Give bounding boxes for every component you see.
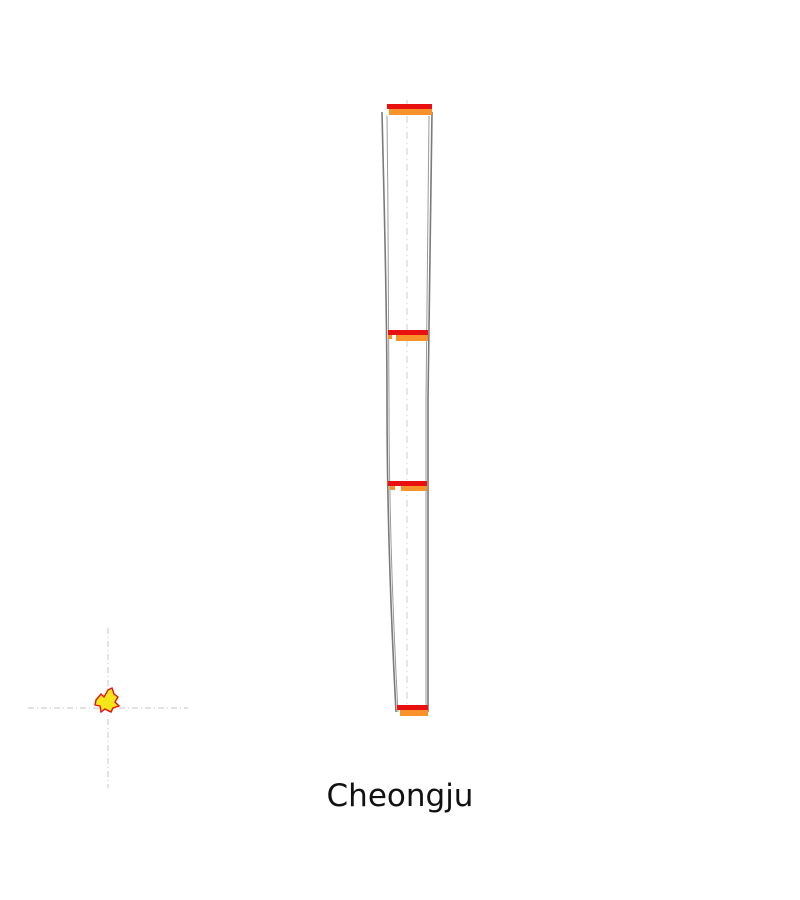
tower-right-edge [427,111,433,712]
floor-band-upper-mid [388,330,428,341]
locator-group [28,628,188,788]
location-caption: Cheongju [326,778,474,814]
floor-band-lower-mid [388,481,427,491]
tower-left-edge [381,111,397,713]
tower-outline [381,100,433,716]
floor-band-top [387,104,432,115]
tower-left-inner-edge [386,115,399,713]
floor-band-bottom [397,705,428,716]
flame-marker-icon [94,687,121,714]
tower-right-inner-edge [425,115,430,712]
